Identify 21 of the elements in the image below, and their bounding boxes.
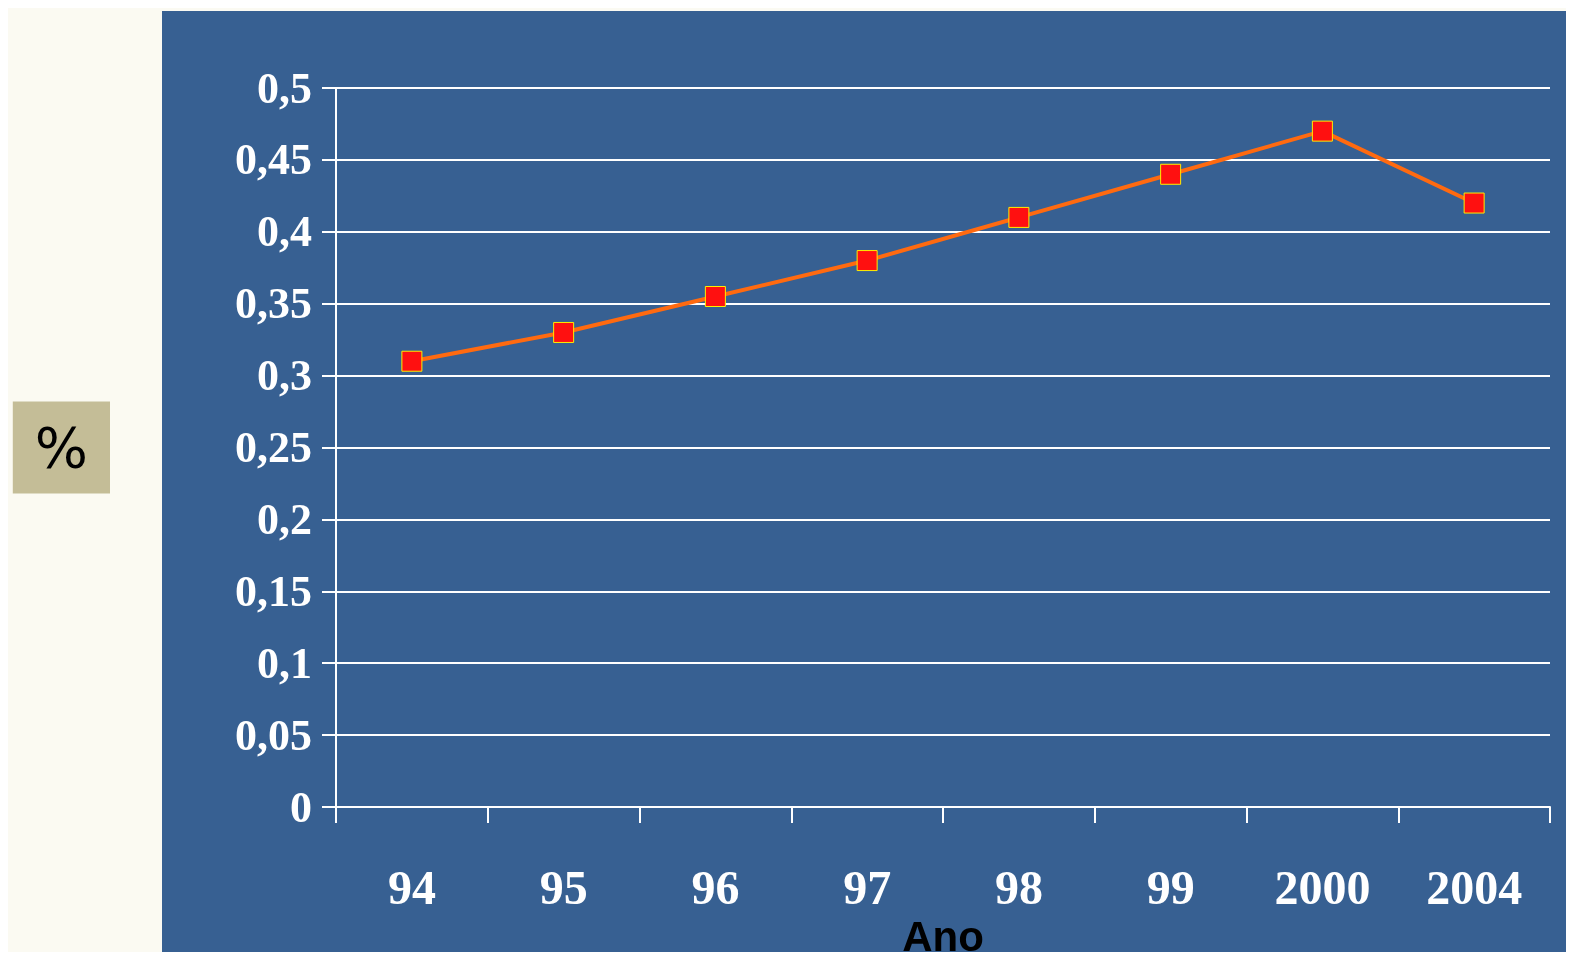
y-tick-label: 0,5 <box>257 63 312 113</box>
y-tick-label: 0,4 <box>257 207 312 257</box>
y-tick-label: 0,3 <box>257 351 312 401</box>
y-tick-label: 0,05 <box>235 710 312 760</box>
y-tick-label: 0,45 <box>235 135 312 185</box>
y-tick-label: 0 <box>290 782 312 832</box>
x-tick-label: 97 <box>843 860 892 914</box>
y-axis-title: % <box>34 415 88 480</box>
x-tick-label: 2000 <box>1274 860 1371 914</box>
x-tick-label: 95 <box>539 860 588 914</box>
x-tick-label: 98 <box>994 860 1043 914</box>
x-axis-title: Ano <box>902 913 984 960</box>
x-tick-label: 2004 <box>1426 860 1523 914</box>
x-tick-label: 94 <box>387 860 436 914</box>
x-tick-label: 96 <box>691 860 740 914</box>
y-tick-label: 0,35 <box>235 279 312 329</box>
y-tick-label: 0,2 <box>257 494 312 544</box>
x-tick-label: 99 <box>1146 860 1195 914</box>
y-tick-label: 0,15 <box>235 566 312 616</box>
y-tick-label: 0,1 <box>257 638 312 688</box>
y-tick-label: 0,25 <box>235 423 312 472</box>
